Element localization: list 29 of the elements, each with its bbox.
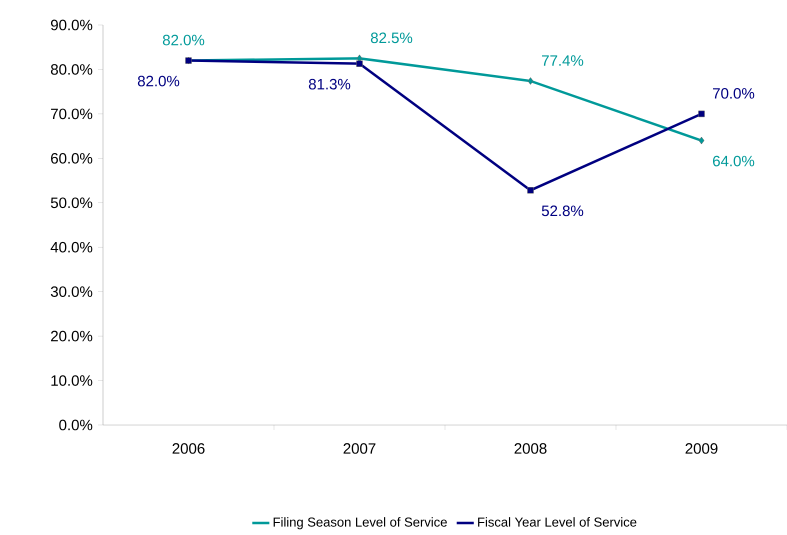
point [527, 187, 534, 194]
x-tick-label: 2009 [686, 443, 718, 454]
y-tick-label: 40.0% [50, 242, 92, 253]
legend-label: Fiscal Year Level of Service [478, 517, 636, 527]
point [698, 110, 705, 118]
y-tick-label: 80.0% [50, 64, 92, 75]
y-tick-label: 60.0% [51, 153, 92, 164]
y-tick-label: 90.0% [50, 20, 92, 30]
data-label: 82.0% [162, 34, 204, 46]
y-tick-label: 10.0% [51, 375, 92, 386]
data-label: 82.5% [370, 32, 412, 44]
data-label: 52.8% [542, 206, 584, 216]
point [698, 136, 704, 144]
point [356, 60, 363, 67]
y-tick-label: 30.0% [50, 286, 92, 297]
x-tick-label: 2007 [344, 443, 376, 454]
x-tick-label: 2006 [172, 443, 205, 454]
y-tick-label: 20.0% [51, 330, 92, 342]
legend-label: Filing Season Level of Service [274, 517, 447, 530]
y-tick-label: 0.0% [59, 420, 92, 430]
x-tick-label: 2008 [514, 443, 547, 454]
point [528, 77, 534, 85]
data-label: 77.4% [542, 55, 584, 66]
y-tick-label: 50.0% [50, 197, 92, 208]
data-label: 82.0% [138, 76, 180, 86]
y-tick-label: 70.0% [51, 108, 92, 120]
data-label: 81.3% [308, 78, 350, 90]
data-label: 64.0% [713, 156, 754, 166]
data-label: 70.0% [713, 88, 754, 99]
